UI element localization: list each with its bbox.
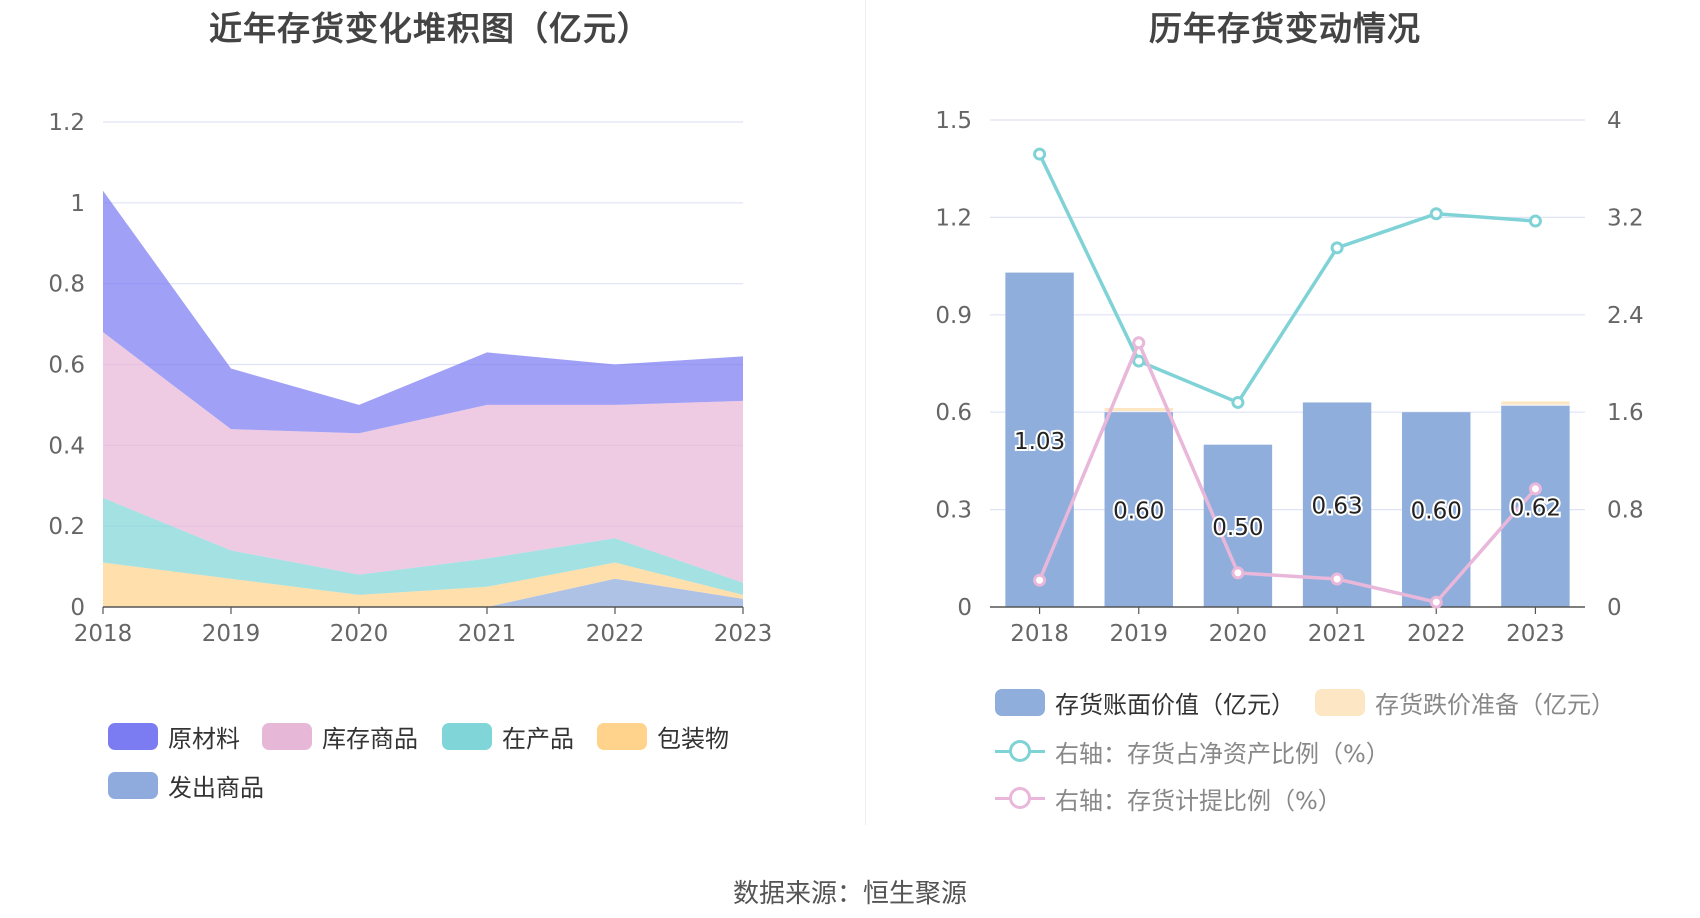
line-point — [1231, 395, 1245, 409]
x-tick-label: 2022 — [1407, 621, 1466, 647]
stacked-area-chart: 0 0.2 0.4 0.6 0.8 1 1.2 2018 2019 2020 2021 2022 202… — [48, 110, 773, 647]
area-包装物 — [103, 562, 743, 607]
y2-tick-label: 3.2 — [1607, 205, 1644, 231]
line-point — [1429, 595, 1443, 609]
legend-item[interactable]: 库存商品 — [262, 719, 418, 754]
legend-label: 发出商品 — [168, 774, 264, 802]
legend-swatch — [1315, 689, 1365, 716]
y2-tick-label: 0.8 — [1607, 498, 1644, 524]
legend-swatch — [108, 772, 158, 799]
legend-item[interactable]: 发出商品 — [108, 768, 264, 803]
line-point — [1132, 336, 1146, 350]
line-point — [1528, 482, 1542, 496]
legend-item[interactable]: 包装物 — [597, 719, 729, 754]
bar-value-label: 1.03 — [1014, 429, 1065, 455]
y-tick-label: 1.2 — [48, 110, 85, 136]
area-在产品 — [103, 497, 743, 595]
line-point — [1231, 566, 1245, 580]
legend-label: 存货跌价准备（亿元） — [1375, 691, 1615, 719]
x-tick-label: 2019 — [202, 621, 261, 647]
y-tick-label: 1.2 — [935, 205, 972, 231]
x-tick-label: 2019 — [1109, 621, 1168, 647]
x-tick-label: 2021 — [458, 621, 517, 647]
y-tick-label: 0.6 — [48, 353, 85, 379]
legend-label: 存货账面价值（亿元） — [1055, 691, 1295, 719]
legend-label: 在产品 — [502, 725, 574, 753]
x-tick-label: 2018 — [74, 621, 133, 647]
line-point — [1033, 573, 1047, 587]
y2-tick-label: 0 — [1607, 595, 1622, 621]
y-tick-label: 0.8 — [48, 272, 85, 298]
legend-swatch — [597, 723, 647, 750]
right-chart-title: 历年存货变动情况 — [1149, 9, 1421, 48]
y-tick-label: 0 — [70, 595, 85, 621]
x-tick-label: 2021 — [1308, 621, 1367, 647]
y2-tick-label: 2.4 — [1607, 303, 1644, 329]
x-tick-label: 2023 — [714, 621, 773, 647]
line-point — [1132, 354, 1146, 368]
bar-value-label: 0.63 — [1311, 494, 1362, 520]
line-series — [1037, 338, 1537, 605]
x-tick-label: 2018 — [1010, 621, 1069, 647]
y-tick-label: 0.3 — [935, 498, 972, 524]
legend-swatch — [442, 723, 492, 750]
x-tick-label: 2023 — [1506, 621, 1565, 647]
area-原材料 — [103, 190, 743, 434]
legend-swatch — [262, 723, 312, 750]
legend-label: 右轴：存货占净资产比例（%） — [1055, 740, 1390, 768]
bar — [1501, 405, 1570, 607]
line-point — [1429, 207, 1443, 221]
x-tick-label: 2022 — [586, 621, 645, 647]
legend-item[interactable]: 右轴：存货占净资产比例（%） — [995, 734, 1390, 769]
y-tick-label: 1.5 — [935, 108, 972, 134]
legend-item[interactable]: 存货跌价准备（亿元） — [1315, 685, 1615, 720]
left-chart-title: 近年存货变化堆积图（亿元） — [209, 9, 651, 48]
bar-value-label: 0.62 — [1510, 495, 1561, 521]
bar-value-label: 0.60 — [1411, 499, 1462, 525]
bar — [1005, 272, 1074, 607]
legend-label: 原材料 — [168, 725, 240, 753]
x-tick-label: 2020 — [1209, 621, 1268, 647]
y-tick-label: 0.9 — [935, 303, 972, 329]
stacked-area-chart-panel: 近年存货变化堆积图（亿元） 0 0.2 0.4 0.6 0.8 1 1.2 2018 2019 2… — [48, 9, 773, 803]
line-point — [1330, 572, 1344, 586]
x-tick-label: 2020 — [330, 621, 389, 647]
legend-label: 包装物 — [657, 725, 729, 753]
bar-value-label: 0.60 — [1113, 499, 1164, 525]
area-库存商品 — [103, 332, 743, 583]
legend-swatch — [995, 689, 1045, 716]
y-tick-label: 1 — [70, 191, 85, 217]
legend-swatch — [108, 723, 158, 750]
y2-tick-label: 4 — [1607, 108, 1622, 134]
area-发出商品 — [103, 578, 743, 607]
provision-bar — [1501, 401, 1570, 405]
legend-item[interactable]: 右轴：存货计提比例（%） — [995, 781, 1342, 816]
y-tick-label: 0 — [957, 595, 972, 621]
legend-label: 右轴：存货计提比例（%） — [1055, 787, 1342, 815]
y-tick-label: 0.2 — [48, 514, 85, 540]
line-series — [1038, 153, 1536, 405]
bar — [1203, 444, 1273, 607]
legend-label: 库存商品 — [322, 725, 418, 753]
y-tick-label: 0.6 — [935, 400, 972, 426]
line-point — [1033, 147, 1047, 161]
bar-line-chart: 0 0.3 0.6 0.9 1.2 1.5 0 0.8 1.6 2.4 3.2 4 2018 2019 20… — [935, 108, 1644, 647]
legend-item[interactable]: 原材料 — [108, 719, 240, 754]
legend-swatch — [995, 738, 1045, 765]
bar-value-label: 0.50 — [1212, 515, 1263, 541]
line-point — [1528, 214, 1542, 228]
y-tick-label: 0.4 — [48, 433, 85, 459]
y2-tick-label: 1.6 — [1607, 400, 1644, 426]
provision-bar — [1104, 407, 1173, 412]
legend-item[interactable]: 存货账面价值（亿元） — [995, 685, 1295, 720]
bar-line-chart-panel: 历年存货变动情况 0 0.3 0.6 0.9 1.2 1.5 0 0.8 1.6 2.4 3.2 4 2… — [870, 0, 1700, 918]
legend-swatch — [995, 785, 1045, 812]
line-point — [1330, 241, 1344, 255]
legend-item[interactable]: 在产品 — [442, 719, 574, 754]
data-source: 数据来源：恒生聚源 — [732, 879, 967, 909]
panel-divider — [865, 0, 866, 825]
bar — [1104, 412, 1173, 607]
